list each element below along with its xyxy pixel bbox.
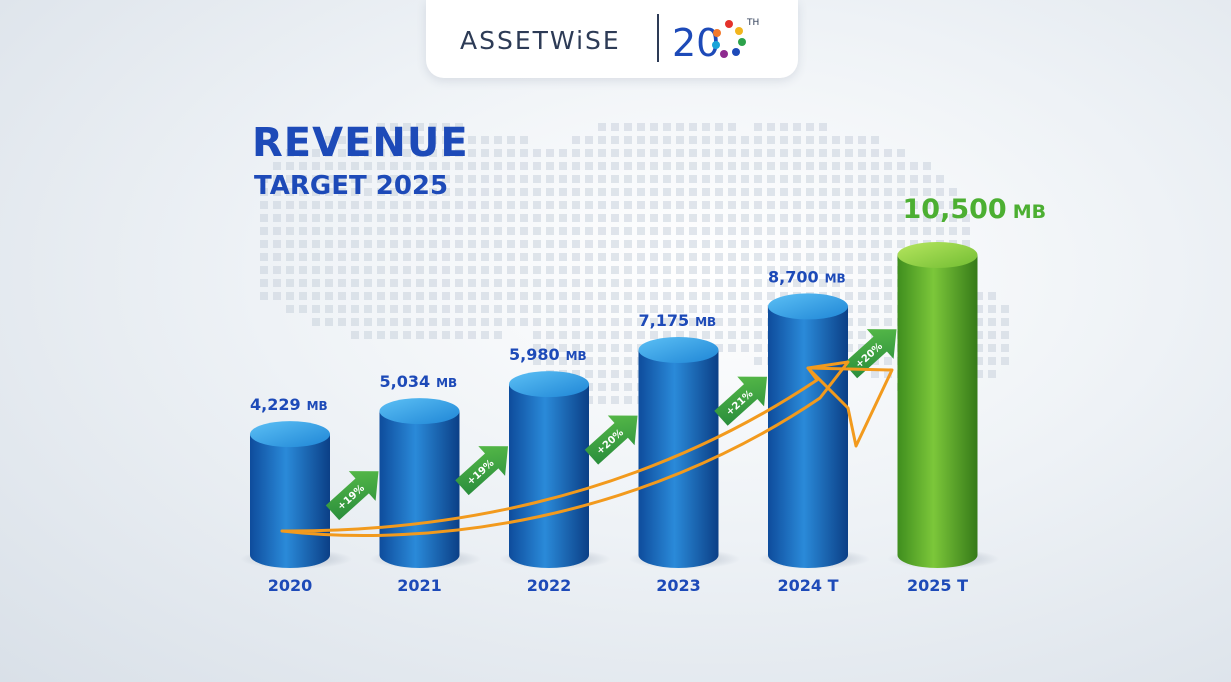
bar-body: [509, 384, 589, 568]
bar-body: [379, 411, 460, 569]
anniversary-suffix: TH: [746, 18, 759, 28]
value-unit: MB: [307, 399, 328, 413]
growth-arrow-shape: [325, 471, 379, 521]
category-label: 2024 T: [777, 576, 838, 595]
bar-top: [768, 293, 848, 320]
category-label: 2022: [527, 576, 572, 595]
value-label: 8,700 MB: [768, 267, 846, 286]
bar-body: [638, 350, 719, 568]
bar-body: [768, 306, 848, 568]
bar: [509, 371, 589, 568]
trend-arrow: [280, 360, 894, 538]
value-unit: MB: [436, 376, 457, 390]
growth-arrow-shape: [714, 376, 768, 426]
bar: [250, 421, 330, 568]
anniversary-ring-icon: [712, 20, 746, 58]
trend-arrow-head: [806, 366, 894, 448]
category-label: 2023: [656, 576, 701, 595]
brand-name: ASSETWiSE: [460, 26, 621, 55]
bar-top: [638, 337, 719, 363]
growth-arrow-shape: [843, 329, 897, 379]
value-label: 10,500 MB: [903, 194, 1047, 225]
chart-title: REVENUE: [252, 120, 469, 166]
value-unit: MB: [825, 271, 846, 285]
value-label: 4,229 MB: [250, 395, 328, 414]
category-label: 2025 T: [907, 576, 968, 595]
bar-top: [250, 421, 330, 448]
anniversary-number: 20: [672, 21, 720, 65]
value-unit: MB: [695, 315, 716, 329]
value-label: 5,980 MB: [509, 345, 587, 364]
brand-logo: ASSETWiSE 20 TH: [460, 14, 759, 65]
bar: [379, 398, 460, 569]
bar-top: [897, 242, 978, 268]
value-label: 7,175 MB: [639, 311, 717, 330]
bar: [768, 293, 848, 568]
bar-top: [509, 371, 589, 398]
bar-body: [897, 255, 978, 569]
growth-arrow-shape: [584, 415, 638, 465]
target-bar: [897, 242, 978, 569]
category-label: 2020: [268, 576, 313, 595]
value-label: 5,034 MB: [380, 372, 458, 391]
bar-top: [379, 398, 460, 425]
bar: [638, 337, 719, 568]
logo-card: ASSETWiSE 20 TH: [426, 0, 798, 78]
value-unit: MB: [1013, 201, 1046, 223]
chart-subtitle: TARGET 2025: [254, 171, 449, 201]
category-label: 2021: [397, 576, 442, 595]
bar-body: [250, 434, 330, 568]
growth-arrow-shape: [455, 446, 509, 496]
trend-arrow-path: [280, 360, 850, 538]
value-unit: MB: [566, 349, 587, 363]
